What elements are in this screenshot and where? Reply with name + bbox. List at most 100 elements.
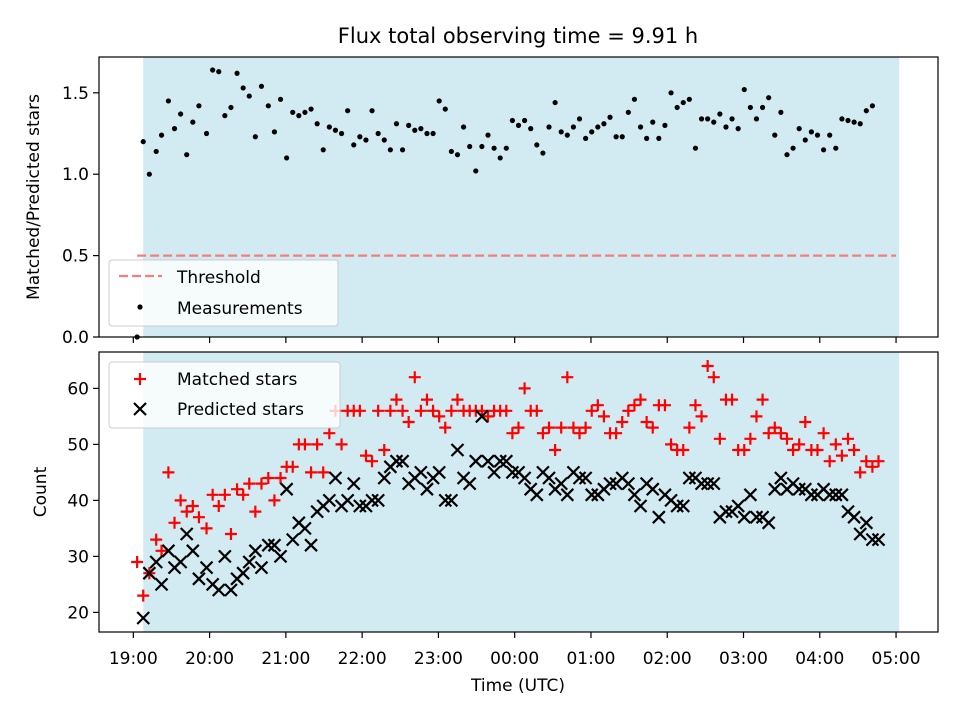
predicted-point	[627, 488, 642, 502]
matched-point	[192, 511, 205, 524]
measurement-point	[412, 127, 418, 133]
matched-point	[243, 477, 256, 490]
ratio-x-ticks	[132, 337, 897, 343]
matched-point	[640, 416, 653, 428]
counts-plot-frame	[98, 351, 939, 633]
predicted-point	[731, 499, 745, 513]
matched-point	[427, 404, 440, 417]
ratio-panel: 0.0 0.5 1.0 1.5 Matched/Predicted stars Thr…	[24, 56, 939, 348]
matched-point	[848, 444, 861, 456]
measurement-point	[766, 95, 772, 101]
matched-point	[366, 455, 379, 468]
x-tick-label: 02:00	[643, 649, 692, 669]
threshold-legend-label: Threshold	[176, 268, 261, 288]
measurement-point	[240, 85, 246, 91]
matched-point	[237, 488, 250, 501]
matched-point	[317, 466, 330, 479]
predicted-point	[652, 510, 666, 524]
predicted-legend-swatch	[133, 402, 147, 416]
predicted-point	[279, 482, 294, 496]
measurement-point	[717, 111, 723, 117]
matched-point	[445, 404, 458, 417]
measurement-point	[674, 104, 680, 111]
counts-y-label: Count	[31, 466, 51, 517]
matched-point	[174, 494, 187, 507]
measurement-point	[314, 121, 320, 127]
measurement-point	[418, 126, 424, 132]
measurement-point	[625, 109, 631, 115]
counts-panel: 20 30 40 50 60 19:00 20:00 21:00 22:00 23:00 00:0…	[31, 351, 939, 696]
measurement-point	[540, 150, 546, 156]
predicted-point	[395, 454, 410, 468]
measurement-point	[784, 152, 790, 158]
y-tick-label: 0.0	[62, 328, 89, 348]
predicted-point	[224, 583, 238, 597]
matched-point	[762, 427, 775, 440]
measurement-point	[509, 117, 515, 124]
predicted-point	[179, 527, 194, 541]
measurement-point	[381, 137, 387, 143]
measurement-point	[503, 145, 509, 151]
y-tick-label: 0.5	[62, 247, 89, 267]
counts-x-label: Time (UTC)	[470, 676, 565, 696]
ratio-legend-box	[108, 259, 339, 327]
matched-point	[585, 404, 598, 417]
measurement-point	[735, 126, 741, 132]
measurement-point	[589, 129, 595, 135]
matched-point	[811, 444, 824, 456]
predicted-point	[761, 516, 776, 530]
measurement-point	[320, 147, 326, 153]
measurement-point	[613, 134, 619, 140]
matched-point	[774, 427, 787, 440]
predicted-point	[273, 549, 288, 564]
y-tick-label: 1.0	[62, 165, 89, 185]
matched-point	[255, 477, 268, 490]
measurement-point	[607, 114, 613, 120]
predicted-point	[261, 538, 276, 552]
predicted-point	[499, 454, 514, 468]
measurement-point	[668, 90, 674, 96]
predicted-point	[371, 493, 385, 508]
measurement-point	[528, 126, 534, 132]
predicted-point	[560, 488, 575, 502]
measurement-point	[497, 155, 503, 161]
y-tick-label: 1.5	[62, 84, 89, 104]
matched-point	[567, 421, 580, 434]
measurement-point	[460, 124, 467, 130]
matched-point	[224, 528, 237, 540]
predicted-point	[859, 516, 874, 530]
measurement-point	[290, 109, 296, 115]
measurements-legend-swatch	[137, 304, 143, 310]
predicted-point	[154, 577, 169, 592]
measurement-point	[140, 139, 146, 145]
measurement-point	[644, 135, 650, 141]
measurement-point	[436, 98, 442, 104]
measurement-point	[265, 103, 271, 109]
predicted-point	[847, 510, 861, 524]
matched-point	[677, 444, 690, 456]
matched-point	[634, 393, 647, 406]
matched-point	[518, 382, 531, 395]
matched-point	[512, 421, 525, 434]
measurement-point	[252, 134, 258, 140]
matched-point	[396, 404, 409, 417]
counts-y-axis: 20 30 40 50 60	[67, 379, 99, 623]
matched-point	[860, 455, 873, 468]
measurement-point	[558, 129, 564, 135]
predicted-point	[173, 555, 188, 569]
predicted-point	[346, 476, 361, 491]
measurement-point	[424, 130, 430, 137]
matched-point	[622, 404, 635, 417]
predicted-point	[389, 454, 404, 468]
measurement-point	[833, 145, 839, 151]
matched-point	[658, 399, 671, 412]
predicted-point	[254, 560, 269, 575]
measurement-point	[216, 69, 222, 75]
matched-point	[414, 404, 427, 417]
matched-point	[744, 432, 757, 445]
matched-point	[168, 516, 181, 529]
matched-point	[353, 404, 366, 417]
predicted-point	[136, 611, 151, 625]
predicted-point	[242, 555, 257, 569]
measurement-point	[863, 108, 869, 114]
